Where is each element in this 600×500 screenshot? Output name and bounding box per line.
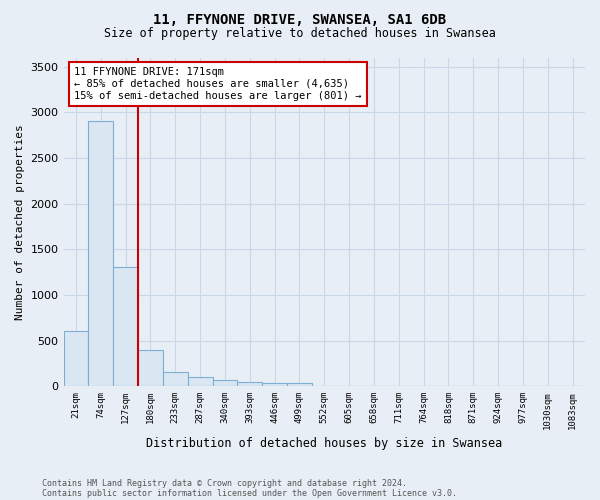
Bar [212,380,238,386]
Text: Contains public sector information licensed under the Open Government Licence v3: Contains public sector information licen… [42,488,457,498]
Bar [188,377,212,386]
Bar [64,332,88,386]
Bar [287,384,312,386]
Bar [262,384,287,386]
X-axis label: Distribution of detached houses by size in Swansea: Distribution of detached houses by size … [146,437,502,450]
Text: 11, FFYNONE DRIVE, SWANSEA, SA1 6DB: 11, FFYNONE DRIVE, SWANSEA, SA1 6DB [154,12,446,26]
Bar [113,268,138,386]
Bar [163,372,188,386]
Y-axis label: Number of detached properties: Number of detached properties [15,124,25,320]
Text: Contains HM Land Registry data © Crown copyright and database right 2024.: Contains HM Land Registry data © Crown c… [42,478,407,488]
Bar [238,382,262,386]
Bar [88,122,113,386]
Text: Size of property relative to detached houses in Swansea: Size of property relative to detached ho… [104,28,496,40]
Text: 11 FFYNONE DRIVE: 171sqm
← 85% of detached houses are smaller (4,635)
15% of sem: 11 FFYNONE DRIVE: 171sqm ← 85% of detach… [74,68,361,100]
Bar [138,350,163,386]
